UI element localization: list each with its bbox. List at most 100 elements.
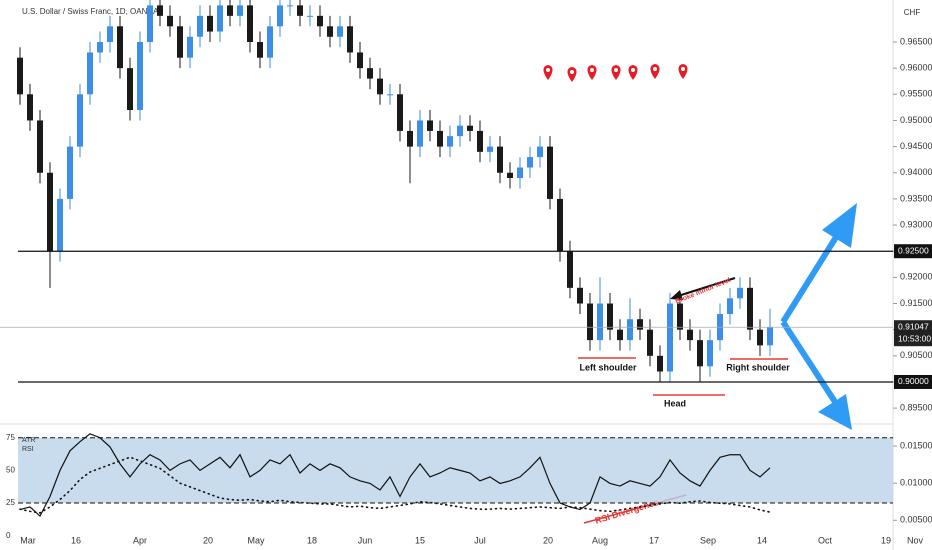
candle-body	[277, 5, 283, 27]
candle-body	[217, 5, 223, 32]
candle-body	[607, 303, 613, 330]
x-tick-label: Jun	[358, 535, 373, 545]
candle-body	[707, 340, 713, 367]
candle-body	[237, 5, 243, 16]
x-tick-label: 16	[71, 535, 81, 545]
candle-body	[687, 329, 693, 341]
y-tick-label: 0.90500	[900, 350, 932, 360]
projection-arrows	[780, 203, 857, 430]
candle-body	[317, 15, 323, 27]
y-tick-label: 0.93500	[900, 193, 932, 203]
candle-body	[467, 125, 473, 131]
level-label-box	[894, 244, 932, 259]
candle-body	[697, 340, 703, 367]
rsi-line	[19, 433, 771, 518]
candle-body	[617, 329, 623, 341]
candle-body	[727, 298, 733, 314]
atr-tick-label: 0.01000	[900, 478, 932, 488]
rsi-tick-label: 50	[6, 465, 15, 474]
candle-body	[487, 146, 493, 152]
candle-body	[37, 120, 43, 173]
candle-body	[167, 15, 173, 27]
candle-body	[517, 167, 523, 178]
x-tick-label: 15	[415, 535, 425, 545]
candle-body	[287, 5, 293, 7]
candle-body	[667, 303, 673, 372]
x-tick-label: 19	[881, 535, 891, 545]
candle-body	[117, 26, 123, 69]
candle-body	[417, 120, 423, 147]
x-tick-label: 14	[757, 535, 767, 545]
candle-body	[207, 15, 213, 32]
candle-body	[507, 172, 513, 178]
candle-body	[577, 287, 583, 304]
candle-body	[757, 329, 763, 346]
candle-body	[407, 130, 413, 147]
candle-body	[527, 157, 533, 168]
atr-tick-label: 0.01500	[900, 440, 932, 450]
x-tick-label: 18	[307, 535, 317, 545]
candle-body	[377, 78, 383, 95]
rsi-tick-label: 25	[6, 498, 15, 507]
x-tick-label: Apr	[133, 535, 147, 545]
candle-body	[147, 5, 153, 42]
candle-body	[427, 120, 433, 131]
chart-title: U.S. Dollar / Swiss Franc, 1D, OANDA	[22, 7, 159, 16]
candle-body	[767, 327, 773, 346]
y-tick-label: 0.95500	[900, 89, 932, 99]
candle-body	[87, 52, 93, 95]
level-label-box	[894, 374, 932, 389]
rsi-band	[18, 437, 893, 504]
level-label: 0.90000	[898, 376, 929, 386]
candle-body	[77, 94, 83, 147]
y-tick-label: 0.94000	[900, 167, 932, 177]
candle-body	[177, 26, 183, 58]
x-tick-label: Mar	[20, 535, 36, 545]
y-tick-label: 0.96500	[900, 36, 932, 46]
annotation: Left shoulder	[579, 362, 636, 372]
candle-body	[157, 5, 163, 16]
indicator-label: ATR	[22, 437, 35, 444]
price-pane	[17, 0, 773, 382]
level-label: 0.92500	[898, 245, 929, 255]
candle-body	[247, 5, 253, 42]
y-tick-label: 0.93000	[900, 219, 932, 229]
candle-body	[747, 287, 753, 330]
candle-body	[397, 94, 403, 131]
candle-body	[187, 36, 193, 58]
y-tick-label: 0.96000	[900, 63, 932, 73]
candle-body	[737, 287, 743, 299]
last-price-box	[894, 320, 932, 347]
x-tick-label: Aug	[592, 535, 608, 545]
y-tick-label: 0.89500	[900, 403, 932, 413]
x-tick-label: 20	[203, 535, 213, 545]
pins	[543, 64, 688, 82]
candle-body	[197, 15, 203, 37]
y-tick-label: 0.91500	[900, 298, 932, 308]
x-tick-label: Nov	[907, 535, 924, 545]
x-tick-label: 20	[543, 535, 553, 545]
indicator-label: RSI	[22, 446, 34, 453]
atr-line	[19, 456, 771, 514]
candle-body	[637, 319, 643, 330]
candle-body	[307, 15, 313, 17]
candle-body	[557, 198, 563, 252]
candle-body	[477, 130, 483, 152]
last-price-label: 0.91047	[898, 321, 929, 331]
candle-body	[547, 146, 553, 199]
candle-body	[597, 303, 603, 341]
atr-tick-label: 0.00500	[900, 515, 932, 525]
candle-body	[457, 125, 463, 137]
annotation: Head	[664, 398, 686, 408]
x-tick-label: Oct	[818, 535, 833, 545]
candle-body	[327, 26, 333, 37]
candle-body	[107, 26, 113, 42]
candle-body	[27, 94, 33, 121]
candle-body	[137, 42, 143, 110]
candle-body	[627, 319, 633, 341]
candle-body	[337, 26, 343, 37]
y-tick-label: 0.94500	[900, 141, 932, 151]
candle-body	[97, 42, 103, 53]
rsi-tick-label: 0	[6, 531, 11, 540]
